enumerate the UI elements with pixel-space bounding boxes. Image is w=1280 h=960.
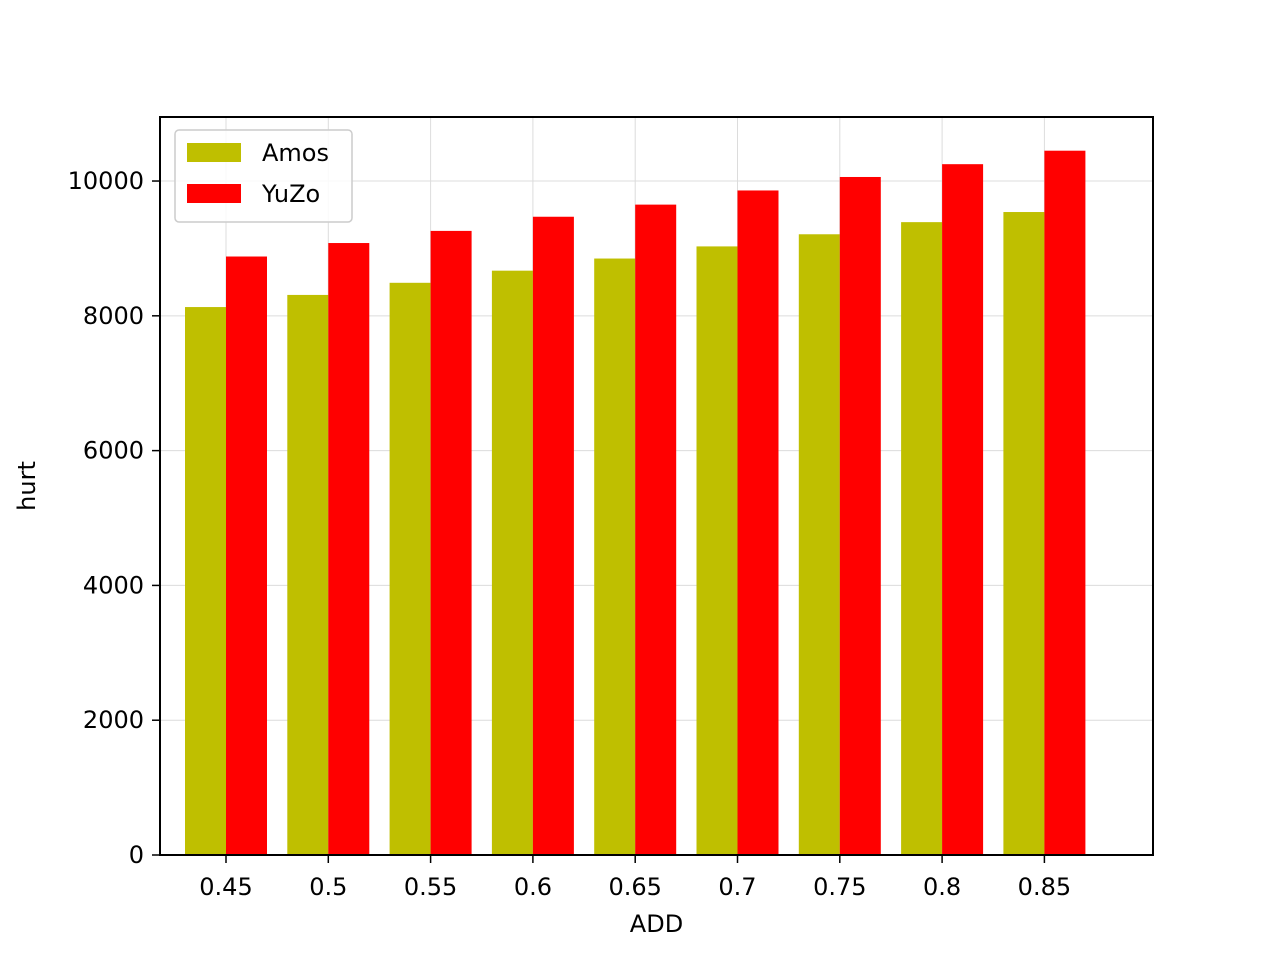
x-tick-label: 0.8 [923,873,961,901]
x-tick-label: 0.65 [608,873,661,901]
legend-label-amos: Amos [262,139,329,167]
bar-amos-0.55 [389,282,431,856]
bar-yuzo-0.75 [839,176,881,855]
bar-amos-0.8 [901,222,943,856]
x-tick-label: 0.5 [309,873,347,901]
bar-amos-0.45 [185,307,226,855]
bar-yuzo-0.6 [532,216,574,856]
y-tick-label: 0 [129,841,144,869]
y-tick-label: 6000 [83,437,144,465]
y-tick-label: 4000 [83,571,144,599]
x-tick-label: 0.7 [718,873,756,901]
y-tick-label: 2000 [83,706,144,734]
legend-swatch-amos [187,143,241,162]
x-tick-label: 0.6 [514,873,552,901]
bar-yuzo-0.8 [942,164,984,855]
x-tick-label: 0.55 [404,873,457,901]
legend-swatch-yuzo [187,184,241,203]
y-tick-label: 10000 [68,167,144,195]
x-tick-label: 0.75 [813,873,866,901]
x-axis-label: ADD [630,910,683,938]
bar-amos-0.65 [594,258,636,855]
bar-yuzo-0.85 [1044,150,1086,856]
plot-frame [159,116,1154,856]
bar-yuzo-0.7 [737,190,779,855]
bar-yuzo-0.45 [226,256,267,855]
bar-amos-0.7 [696,246,738,856]
bar-amos-0.5 [287,294,329,855]
bar-yuzo-0.55 [430,230,472,855]
y-axis-label: hurt [13,461,41,511]
bar-amos-0.6 [491,270,533,855]
bar-yuzo-0.5 [328,243,370,855]
ticks: 0 2000 4000 6000 8000 10000 0.45 0.5 0.55 0.6 0.65… [68,167,1071,901]
bar-yuzo-0.65 [635,204,677,855]
legend-label-yuzo: YuZo [261,180,320,208]
bar-amos-0.85 [1003,212,1045,855]
x-tick-label: 0.45 [199,873,252,901]
x-tick-label: 0.85 [1018,873,1071,901]
bar-amos-0.75 [798,234,840,855]
bars [185,150,1086,856]
legend: Amos YuZo [174,129,353,223]
y-tick-label: 8000 [83,302,144,330]
